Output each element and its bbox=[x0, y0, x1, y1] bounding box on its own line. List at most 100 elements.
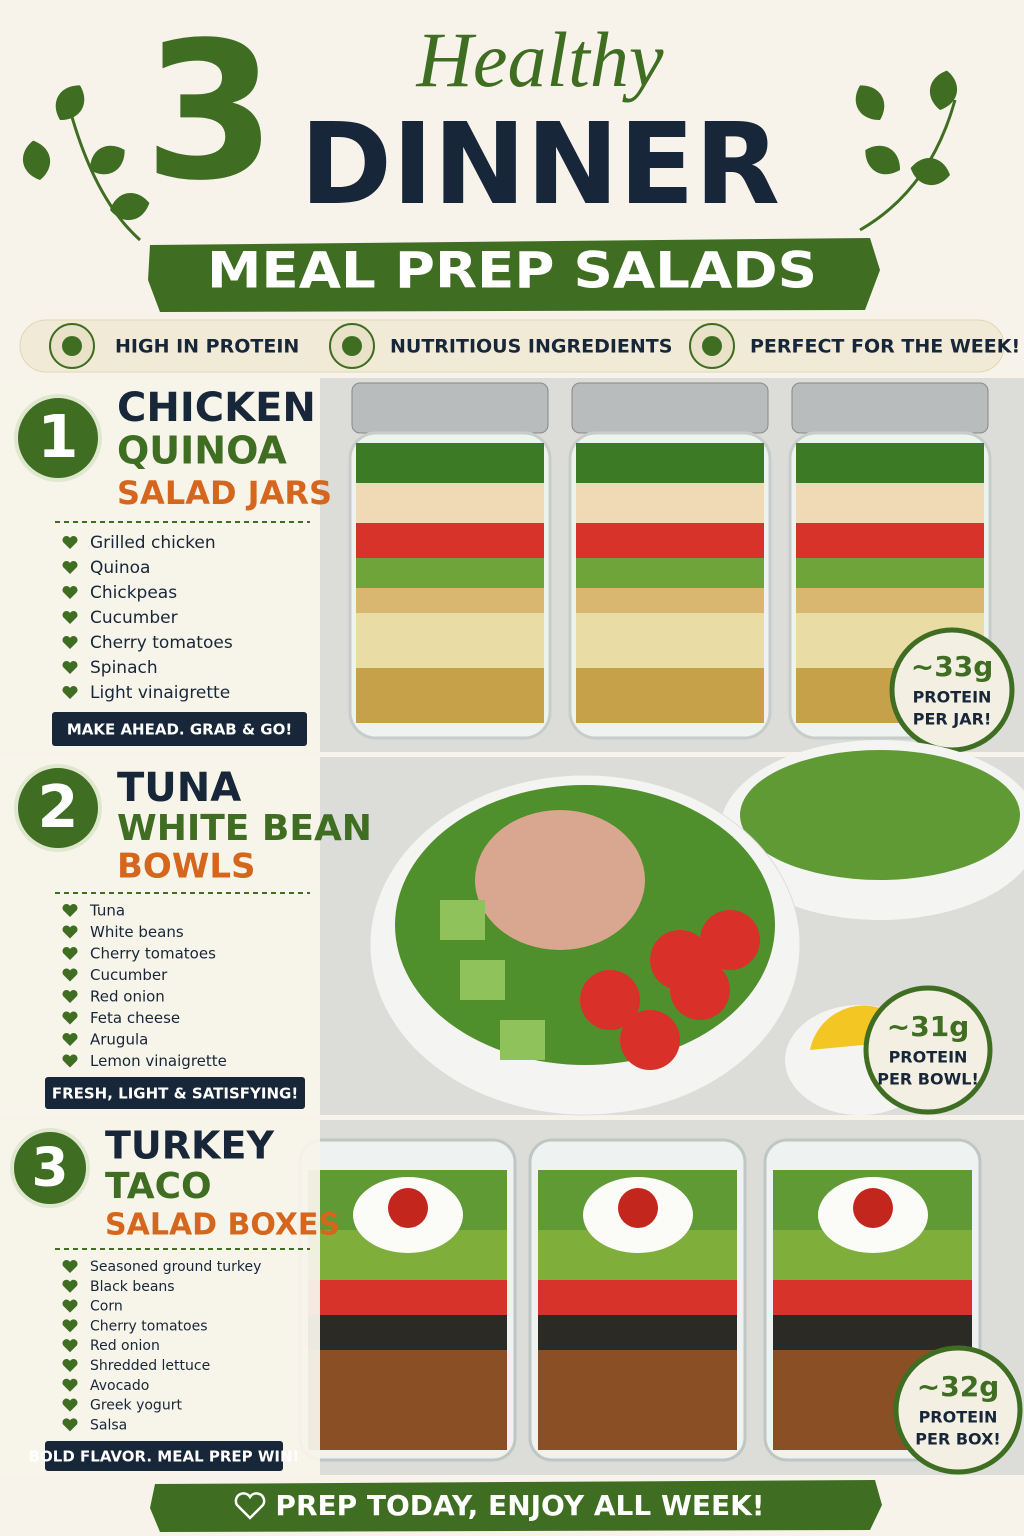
ingredient: Shredded lettuce bbox=[90, 1358, 210, 1374]
tagline-box bbox=[45, 1077, 305, 1109]
ingredient: Cucumber bbox=[90, 608, 178, 628]
heart-bullet bbox=[62, 1054, 78, 1068]
badge-line: PER BOWL! bbox=[877, 1070, 978, 1089]
box-layer bbox=[773, 1275, 972, 1315]
badge-amount: ~32g bbox=[917, 1370, 999, 1403]
ingredient: Quinoa bbox=[90, 558, 150, 578]
side-bowl-salad bbox=[740, 750, 1020, 880]
heart-bullet bbox=[62, 989, 78, 1003]
heart-bullet bbox=[62, 635, 78, 649]
banner-brush bbox=[148, 238, 880, 312]
ingredient: Seasoned ground turkey bbox=[90, 1259, 261, 1275]
leaf bbox=[55, 85, 85, 121]
leaf bbox=[855, 85, 885, 121]
leaf bbox=[910, 158, 950, 185]
ingredient: Tuna bbox=[89, 902, 125, 920]
ingredient: Light vinaigrette bbox=[90, 683, 230, 703]
box-layer bbox=[538, 1275, 737, 1315]
feature-icon-dot bbox=[702, 336, 722, 356]
heart-bullet bbox=[62, 1418, 78, 1432]
protein-badge bbox=[893, 1345, 1023, 1475]
tomato bbox=[650, 930, 710, 990]
box-layer bbox=[308, 1340, 507, 1450]
footer-brush bbox=[150, 1480, 882, 1532]
heart-bullet bbox=[62, 925, 78, 939]
heart-bullet bbox=[62, 968, 78, 982]
jar-layer bbox=[576, 558, 764, 588]
recipe-title-line: BOWLS bbox=[117, 847, 255, 887]
recipe-number-circle bbox=[10, 1128, 90, 1208]
recipe-title-line: TURKEY bbox=[105, 1124, 274, 1168]
leaf bbox=[110, 193, 150, 220]
ingredient: Red onion bbox=[90, 988, 165, 1006]
feature-icon-dot bbox=[62, 336, 82, 356]
heart-bullet bbox=[62, 560, 78, 574]
heart-bullet bbox=[62, 660, 78, 674]
jar-layer bbox=[356, 518, 544, 558]
heart-bullet bbox=[62, 610, 78, 624]
tagline: MAKE AHEAD. GRAB & GO! bbox=[67, 721, 292, 739]
features-bar bbox=[19, 319, 1005, 373]
feature-label: NUTRITIOUS INGREDIENTS bbox=[390, 336, 672, 358]
tagline: FRESH, LIGHT & SATISFYING! bbox=[52, 1085, 298, 1103]
jar-layer bbox=[356, 558, 544, 588]
box-layer bbox=[308, 1310, 507, 1350]
badge-line: PROTEIN bbox=[913, 688, 992, 707]
heart-bullet bbox=[62, 1378, 78, 1392]
tomato bbox=[620, 1010, 680, 1070]
footer-text: PREP TODAY, ENJOY ALL WEEK! bbox=[275, 1489, 764, 1522]
footer-heart bbox=[234, 1492, 266, 1520]
ingredient: White beans bbox=[90, 923, 184, 941]
badge-line: PER JAR! bbox=[913, 710, 992, 729]
recipe-number-circle bbox=[14, 394, 102, 482]
cucumber bbox=[500, 1020, 545, 1060]
ingredient: Cherry tomatoes bbox=[90, 945, 216, 963]
recipe-number: 1 bbox=[38, 402, 79, 471]
ingredient: Black beans bbox=[90, 1279, 175, 1295]
recipe-title-line: TACO bbox=[105, 1166, 212, 1207]
leaf bbox=[865, 145, 901, 175]
jar-layer bbox=[796, 478, 984, 523]
header-script: Healthy bbox=[416, 16, 664, 103]
heart-bullet bbox=[62, 1319, 78, 1333]
jar-layer bbox=[356, 663, 544, 723]
heart-bullet bbox=[62, 946, 78, 960]
heart-bullet bbox=[62, 1398, 78, 1412]
ingredient: Greek yogurt bbox=[90, 1398, 182, 1414]
box-layer bbox=[773, 1310, 972, 1350]
recipe-number: 3 bbox=[31, 1137, 68, 1199]
jar-lid bbox=[791, 382, 989, 434]
header-banner: MEAL PREP SALADS bbox=[207, 242, 817, 300]
ingredient: Cherry tomatoes bbox=[90, 633, 233, 653]
jar-layer bbox=[796, 558, 984, 588]
badge-line: PROTEIN bbox=[889, 1048, 968, 1067]
ingredient: Chickpeas bbox=[90, 583, 177, 603]
ingredient: Avocado bbox=[90, 1378, 149, 1394]
jar-layer bbox=[576, 478, 764, 523]
heart-bullet bbox=[62, 1011, 78, 1025]
leaf bbox=[23, 140, 50, 180]
feature-label: PERFECT FOR THE WEEK! bbox=[750, 336, 1020, 358]
jar-layer bbox=[576, 443, 764, 483]
tagline-box bbox=[45, 1441, 283, 1471]
tomato bbox=[580, 970, 640, 1030]
jar-lid bbox=[351, 382, 549, 434]
protein-badge bbox=[863, 985, 993, 1115]
jar-layer bbox=[576, 663, 764, 723]
badge-line: PER BOX! bbox=[915, 1430, 1000, 1449]
header-title: DINNER bbox=[300, 100, 780, 230]
tomato bbox=[700, 910, 760, 970]
recipe-title-line: TUNA bbox=[117, 765, 241, 811]
recipe-title-line: WHITE BEAN bbox=[117, 808, 372, 849]
leaf bbox=[89, 145, 125, 175]
tagline-box bbox=[52, 712, 307, 746]
ingredient: Lemon vinaigrette bbox=[90, 1052, 227, 1070]
jar-layer bbox=[356, 608, 544, 668]
ingredient: Corn bbox=[90, 1299, 123, 1315]
box-layer bbox=[308, 1275, 507, 1315]
header-number: 3 bbox=[144, 1, 276, 222]
feature-label: HIGH IN PROTEIN bbox=[115, 336, 299, 358]
heart-bullet bbox=[62, 535, 78, 549]
heart-bullet bbox=[62, 1358, 78, 1372]
